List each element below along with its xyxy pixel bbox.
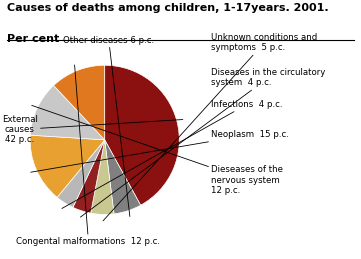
Text: Congental malformations  12 p.c.: Congental malformations 12 p.c. [17, 65, 160, 246]
Text: Other diseases 6 p.c.: Other diseases 6 p.c. [63, 36, 154, 217]
Text: Causes of deaths among children, 1-17years. 2001.: Causes of deaths among children, 1-17yea… [7, 3, 329, 13]
Text: Infections  4 p.c.: Infections 4 p.c. [62, 100, 283, 208]
Text: External
causes
42 p.c.: External causes 42 p.c. [2, 114, 183, 145]
Text: Unknown conditions and
symptoms  5 p.c.: Unknown conditions and symptoms 5 p.c. [103, 33, 317, 221]
Text: Neoplasm  15 p.c.: Neoplasm 15 p.c. [31, 130, 289, 172]
Text: Diseases in the circulatory
system  4 p.c.: Diseases in the circulatory system 4 p.c… [81, 68, 326, 217]
Wedge shape [91, 140, 114, 214]
Wedge shape [57, 140, 105, 207]
Text: Dieseases of the
nervous system
12 p.c.: Dieseases of the nervous system 12 p.c. [32, 105, 283, 195]
Wedge shape [105, 140, 141, 214]
Wedge shape [73, 140, 105, 213]
Wedge shape [54, 65, 105, 140]
Wedge shape [30, 85, 105, 140]
Wedge shape [30, 135, 105, 197]
Wedge shape [105, 65, 179, 205]
Text: Per cent: Per cent [7, 34, 60, 44]
